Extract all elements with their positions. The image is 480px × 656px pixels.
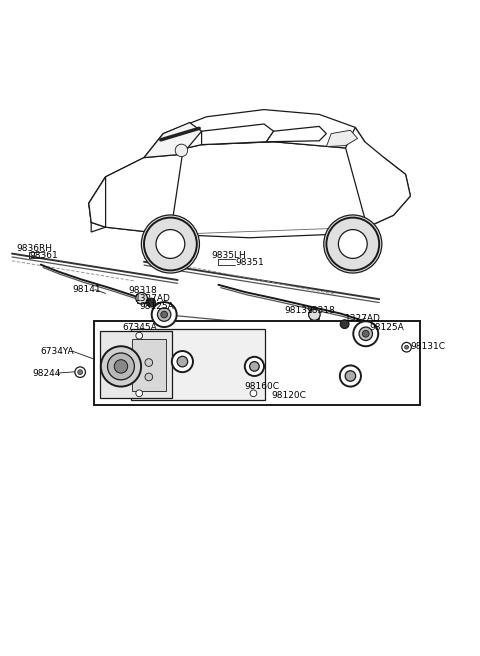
Circle shape — [78, 370, 83, 375]
Circle shape — [157, 308, 171, 321]
Circle shape — [326, 218, 379, 270]
Text: 98244: 98244 — [33, 369, 61, 378]
Circle shape — [136, 390, 143, 397]
Bar — [310, 310, 319, 319]
Text: 98120C: 98120C — [271, 391, 306, 400]
Circle shape — [152, 302, 177, 327]
Circle shape — [161, 311, 168, 318]
Circle shape — [250, 390, 257, 397]
Text: 1327AD: 1327AD — [345, 314, 381, 323]
Text: 9836RH: 9836RH — [17, 244, 53, 253]
Circle shape — [156, 230, 185, 258]
Circle shape — [353, 321, 378, 346]
Circle shape — [340, 365, 361, 386]
Circle shape — [309, 309, 320, 320]
Polygon shape — [89, 177, 106, 227]
Circle shape — [114, 359, 128, 373]
Circle shape — [145, 359, 153, 367]
Circle shape — [101, 346, 141, 386]
Text: 98131: 98131 — [284, 306, 313, 315]
Text: 98318: 98318 — [129, 286, 157, 295]
Circle shape — [175, 144, 188, 157]
Text: 98131C: 98131C — [410, 342, 445, 351]
Circle shape — [136, 333, 143, 339]
Text: 98351: 98351 — [235, 258, 264, 267]
Text: 98125A: 98125A — [139, 302, 174, 311]
Circle shape — [144, 218, 197, 270]
Circle shape — [145, 373, 153, 380]
Circle shape — [405, 345, 408, 349]
Circle shape — [340, 320, 349, 329]
Polygon shape — [144, 110, 365, 157]
Polygon shape — [89, 142, 410, 237]
Text: 67345A: 67345A — [122, 323, 157, 331]
Text: 6734YA: 6734YA — [41, 346, 74, 356]
Circle shape — [172, 351, 193, 372]
Text: 98318: 98318 — [306, 306, 335, 315]
Circle shape — [324, 215, 382, 273]
Polygon shape — [326, 131, 358, 146]
Circle shape — [345, 371, 356, 381]
Text: 98361: 98361 — [30, 251, 59, 260]
Polygon shape — [144, 123, 202, 157]
Circle shape — [245, 357, 264, 376]
Circle shape — [338, 230, 367, 258]
Text: 98125A: 98125A — [370, 323, 404, 331]
Circle shape — [147, 298, 156, 307]
Polygon shape — [202, 124, 274, 144]
Circle shape — [75, 367, 85, 377]
Circle shape — [141, 215, 199, 273]
Bar — [137, 294, 146, 302]
Circle shape — [177, 356, 188, 367]
Text: 9835LH: 9835LH — [211, 251, 246, 260]
Text: 98141: 98141 — [72, 285, 101, 294]
Bar — [131, 329, 265, 400]
Circle shape — [359, 327, 372, 340]
Circle shape — [250, 361, 259, 371]
Text: 98160C: 98160C — [245, 382, 280, 391]
Text: 1327AD: 1327AD — [135, 294, 171, 302]
Bar — [100, 331, 172, 398]
Polygon shape — [89, 154, 182, 234]
Bar — [94, 321, 420, 405]
Polygon shape — [266, 127, 326, 142]
Circle shape — [136, 293, 147, 304]
Circle shape — [362, 331, 369, 337]
Polygon shape — [346, 127, 410, 227]
Circle shape — [108, 353, 134, 380]
Bar — [132, 338, 166, 392]
Circle shape — [402, 342, 411, 352]
